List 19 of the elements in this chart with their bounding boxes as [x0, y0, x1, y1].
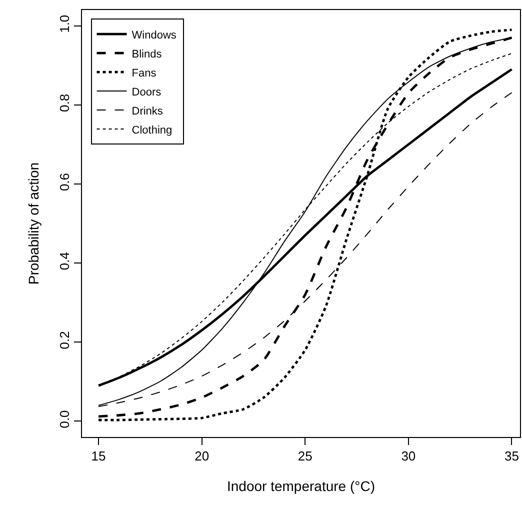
y-tick-label: 1.0 [56, 14, 72, 33]
y-tick-label: 0.2 [56, 331, 72, 350]
legend-label: Fans [132, 67, 157, 80]
y-tick-label: 0.6 [56, 172, 72, 192]
y-tick-label: 0.0 [56, 410, 72, 428]
y-tick-label: 0.8 [56, 94, 72, 112]
legend-label: Doors [132, 86, 162, 98]
legend-label: Drinks [132, 105, 164, 118]
y-tick-label: 0.4 [56, 252, 72, 270]
legend-label: Windows [132, 29, 177, 42]
x-tick-label: 15 [91, 448, 106, 464]
y-axis-title: Probability of action [25, 162, 42, 285]
x-tick-label: 25 [298, 448, 312, 464]
legend-label: Clothing [132, 124, 172, 136]
x-axis-title: Indoor temperature (°C) [227, 478, 375, 494]
x-tick-label: 30 [401, 448, 416, 464]
x-tick-label: 20 [194, 448, 210, 464]
x-tick-label: 35 [504, 448, 519, 464]
legend-label: Blinds [132, 48, 162, 60]
